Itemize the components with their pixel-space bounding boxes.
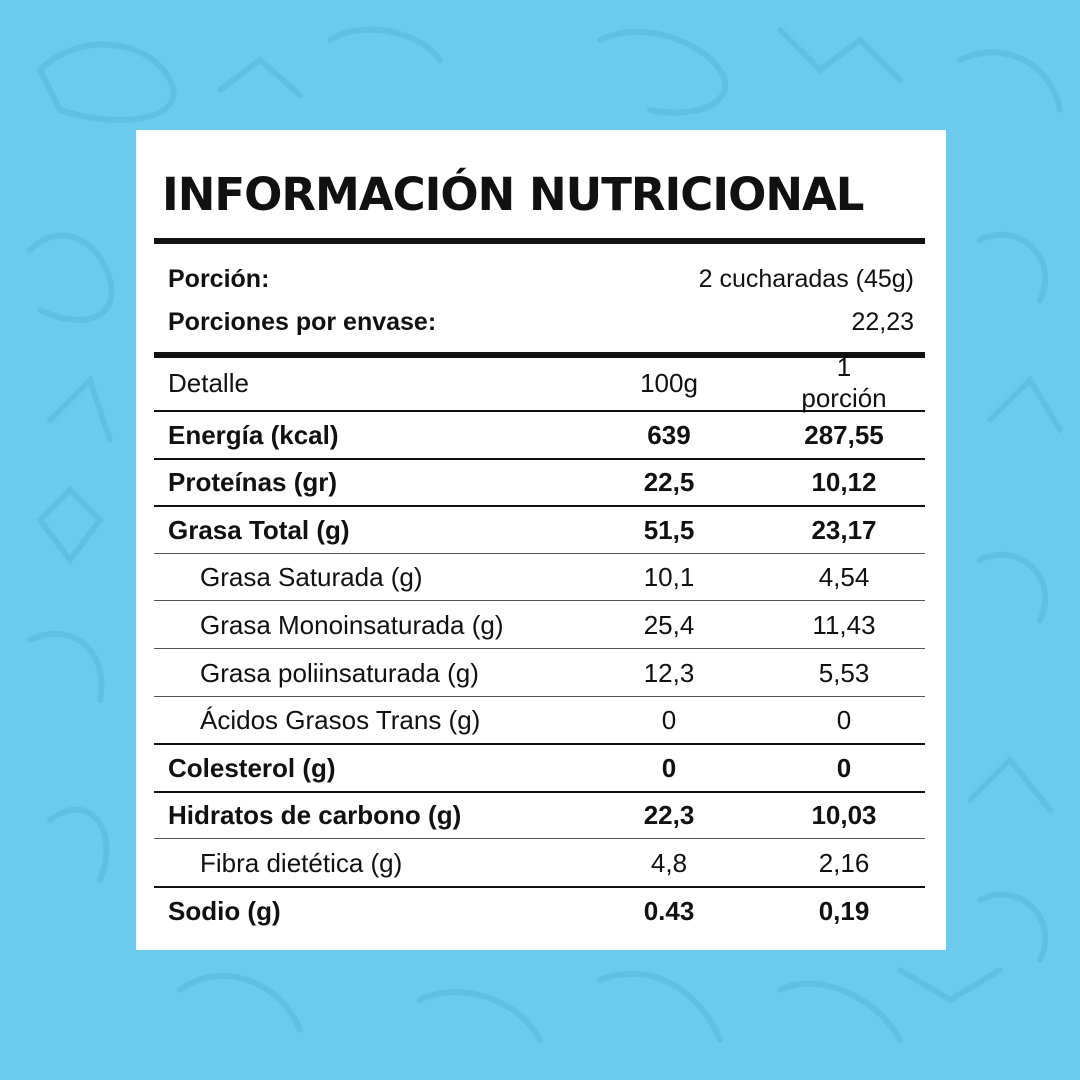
- value-per-portion: 0,19: [818, 895, 870, 926]
- table-row: Sodio (g) 0.43 0,19: [154, 888, 925, 934]
- nutrient-name: Sodio (g): [168, 895, 281, 926]
- divider: [154, 838, 925, 840]
- value-per-100g: 0.43: [643, 895, 695, 926]
- value-per-portion: 287,55: [804, 419, 884, 450]
- table-row: Proteínas (gr) 22,5 10,12: [154, 460, 925, 506]
- table-row: Grasa Saturada (g) 10,1 4,54: [154, 555, 925, 601]
- nutrient-name: Proteínas (gr): [168, 467, 338, 498]
- table-row: Grasa Monoinsaturada (g) 25,4 11,43: [154, 602, 925, 648]
- value-per-portion: 0: [836, 705, 852, 736]
- servings-per-package-row: Porciones por envase: 22,23: [168, 302, 914, 342]
- nutrient-name: Fibra dietética (g): [200, 847, 403, 878]
- divider: [154, 648, 925, 649]
- portion-value: 2 cucharadas (45g): [698, 264, 914, 293]
- table-row: Colesterol (g) 0 0: [154, 745, 925, 791]
- table-row: Grasa poliinsaturada (g) 12,3 5,53: [154, 650, 925, 696]
- divider: [154, 695, 925, 697]
- value-per-portion: 2,16: [818, 847, 870, 878]
- value-per-100g: 22,5: [643, 467, 695, 498]
- divider: [154, 410, 925, 412]
- nutrient-name: Grasa Monoinsaturada (g): [200, 609, 504, 640]
- divider: [154, 238, 925, 244]
- table-row: Fibra dietética (g) 4,8 2,16: [154, 840, 925, 886]
- nutrient-name: Grasa Saturada (g): [200, 562, 423, 593]
- value-per-100g: 22,3: [643, 800, 695, 831]
- servings-per-package-label: Porciones por envase:: [168, 307, 437, 336]
- value-per-100g: 10,1: [643, 562, 695, 593]
- divider: [154, 552, 925, 554]
- page-title: INFORMACIÓN NUTRICIONAL: [162, 168, 864, 221]
- divider: [154, 457, 925, 460]
- divider: [154, 743, 925, 746]
- nutrient-name: Grasa Total (g): [168, 514, 350, 545]
- nutrient-name: Hidratos de carbono (g): [168, 800, 462, 831]
- nutrition-facts-card: INFORMACIÓN NUTRICIONAL Porción: 2 cucha…: [136, 130, 946, 950]
- column-header-100g: 100g: [640, 367, 698, 398]
- table-row: Grasa Total (g) 51,5 23,17: [154, 507, 925, 553]
- serving-row: Porción: 2 cucharadas (45g): [168, 259, 914, 299]
- value-per-100g: 639: [647, 419, 691, 450]
- value-per-portion: 11,43: [812, 609, 876, 640]
- value-per-portion: 23,17: [811, 514, 877, 545]
- divider: [154, 886, 925, 888]
- divider: [154, 352, 925, 358]
- value-per-100g: 0: [661, 705, 677, 736]
- nutrient-name: Energía (kcal): [168, 419, 339, 450]
- value-per-100g: 4,8: [650, 847, 688, 878]
- divider: [154, 600, 925, 602]
- value-per-100g: 0: [661, 752, 677, 783]
- value-per-portion: 10,03: [811, 800, 877, 831]
- table-header-row: Detalle 100g 1 porción: [154, 352, 925, 413]
- value-per-portion: 5,53: [818, 657, 870, 688]
- value-per-portion: 4,54: [818, 562, 870, 593]
- divider: [154, 790, 925, 793]
- divider: [154, 505, 925, 508]
- portion-label: Porción:: [168, 264, 270, 293]
- nutrient-name: Ácidos Grasos Trans (g): [200, 705, 481, 736]
- value-per-portion: 10,12: [811, 467, 877, 498]
- nutrient-name: Colesterol (g): [168, 752, 336, 783]
- table-row: Hidratos de carbono (g) 22,3 10,03: [154, 793, 925, 839]
- column-header-detail: Detalle: [168, 367, 249, 398]
- table-row: Energía (kcal) 639 287,55: [154, 412, 925, 458]
- servings-per-package-value: 22,23: [851, 307, 914, 336]
- value-per-portion: 0: [836, 752, 852, 783]
- table-row: Ácidos Grasos Trans (g) 0 0: [154, 698, 925, 744]
- column-header-portion: 1 porción: [801, 352, 887, 413]
- value-per-100g: 51,5: [643, 514, 695, 545]
- nutrient-name: Grasa poliinsaturada (g): [200, 657, 479, 688]
- value-per-100g: 12,3: [643, 657, 695, 688]
- value-per-100g: 25,4: [643, 609, 695, 640]
